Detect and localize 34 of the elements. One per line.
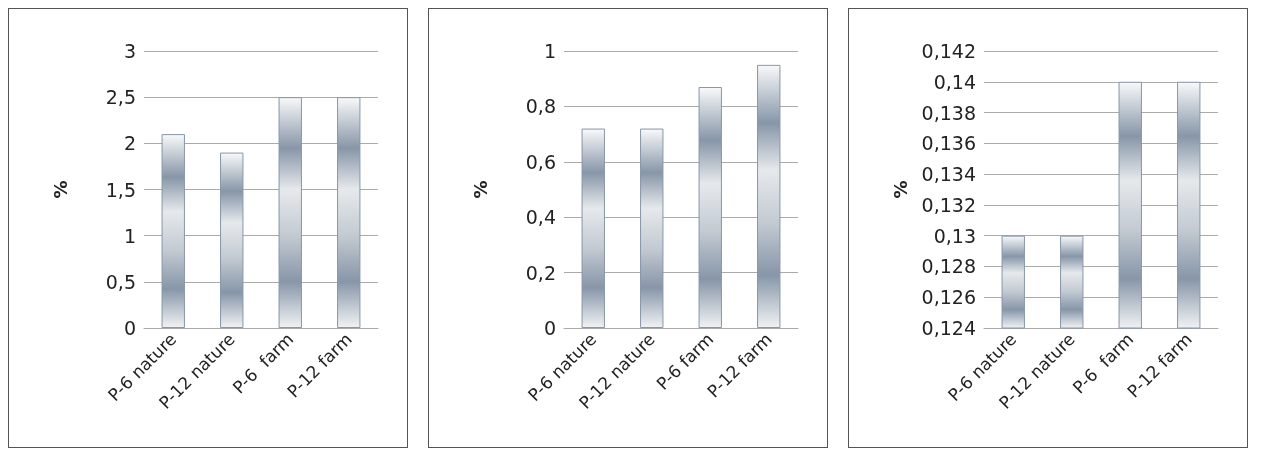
bar [757,64,781,328]
y-axis-title: % [49,180,71,199]
y-tick-label: 0,14 [933,70,976,93]
y-axis-title: % [469,180,491,199]
y-tick-label: 0,126 [921,286,976,309]
bar [220,152,244,328]
y-tick-label: 0,132 [921,193,976,216]
y-tick-label: 3 [123,40,136,62]
y-axis-title: % [889,180,911,199]
y-tick-label: 0,136 [921,132,976,155]
y-tick-label: 2,5 [105,86,136,109]
y-tick-label: 0 [123,317,136,339]
y-tick-label: 1 [543,40,556,62]
y-tick-label: 0,8 [525,95,556,118]
y-tick-label: 0 [543,317,556,339]
y-tick-label: 0,6 [525,150,556,173]
y-tick-label: 0,2 [525,261,556,284]
y-tick-label: 0,138 [921,101,976,124]
y-tick-label: 0,128 [921,255,976,278]
y-tick-label: 0,4 [525,206,556,229]
y-tick-label: 1 [123,224,136,247]
y-tick-label: 1,5 [105,178,136,201]
bar [640,128,664,328]
bar [278,97,302,328]
bar [337,97,361,328]
bar [698,87,722,328]
y-tick-label: 2 [123,132,136,155]
y-tick-label: 0,142 [921,40,976,62]
bar [581,128,605,328]
y-tick-label: 0,13 [933,224,976,247]
y-tick-label: 0,134 [921,163,976,186]
bar [161,134,185,328]
y-tick-label: 0,5 [105,270,136,293]
y-tick-label: 0,124 [921,317,976,339]
